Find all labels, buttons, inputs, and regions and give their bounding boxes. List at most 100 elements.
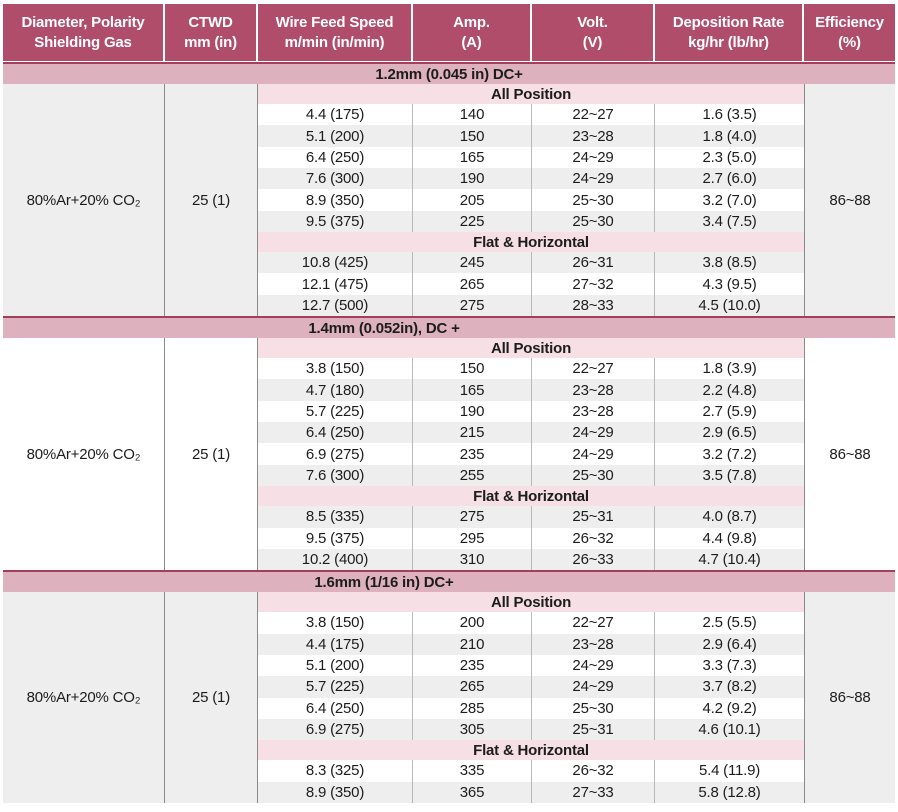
voltage-cell: 26~32: [532, 760, 655, 782]
wire-feed-speed-cell: 5.7 (225): [258, 676, 413, 698]
wire-diameter-section: 1.2mm (0.045 in) DC+ 80%Ar+20% CO₂ 25 (1) 8…: [3, 62, 895, 317]
efficiency-cell: 86~88: [804, 84, 895, 317]
deposition-rate-cell: 2.2 (4.8): [655, 379, 804, 401]
voltage-cell: 23~28: [532, 633, 655, 655]
voltage-cell: 25~30: [532, 210, 655, 233]
wire-feed-speed-cell: 12.1 (475): [258, 273, 413, 295]
deposition-rate-cell: 3.4 (7.5): [655, 210, 804, 233]
deposition-rate-cell: 3.8 (8.5): [655, 252, 804, 274]
deposition-rate-cell: 2.9 (6.5): [655, 422, 804, 444]
section-title-band: 1.2mm (0.045 in) DC+: [3, 64, 895, 84]
ctwd-cell: 25 (1): [165, 592, 258, 803]
voltage-cell: 22~27: [532, 104, 655, 126]
wire-feed-speed-cell: 10.2 (400): [258, 548, 413, 571]
deposition-rate-cell: 2.9 (6.4): [655, 633, 804, 655]
deposition-rate-cell: 3.3 (7.3): [655, 654, 804, 677]
shielding-gas-cell: 80%Ar+20% CO₂: [3, 84, 165, 317]
amperage-cell: 140: [413, 104, 532, 126]
voltage-cell: 24~29: [532, 422, 655, 444]
voltage-cell: 24~29: [532, 146, 655, 169]
amperage-cell: 190: [413, 168, 532, 190]
amperage-cell: 235: [413, 443, 532, 465]
amperage-cell: 200: [413, 612, 532, 634]
wire-feed-speed-cell: 6.4 (250): [258, 146, 413, 169]
wire-feed-speed-cell: 8.5 (335): [258, 506, 413, 528]
voltage-cell: 23~28: [532, 125, 655, 147]
voltage-cell: 23~28: [532, 379, 655, 401]
welding-parameters-table: Diameter, Polarity Shielding Gas CTWD mm…: [3, 4, 895, 803]
header-line: Deposition Rate: [672, 14, 785, 31]
position-band: All Position: [258, 84, 804, 104]
section-title: 1.2mm (0.045 in) DC+: [375, 65, 523, 83]
header-voltage: Volt. (V): [532, 4, 655, 61]
amperage-cell: 150: [413, 125, 532, 147]
amperage-cell: 275: [413, 506, 532, 528]
wire-feed-speed-cell: 3.8 (150): [258, 358, 413, 380]
amperage-cell: 245: [413, 252, 532, 274]
efficiency-cell: 86~88: [804, 338, 895, 571]
header-line: Diameter, Polarity: [21, 14, 145, 31]
wire-diameter-section: 1.4mm (0.052in), DC + 80%Ar+20% CO₂ 25 (1)…: [3, 316, 895, 571]
voltage-cell: 26~32: [532, 527, 655, 549]
section-title: 1.4mm (0.052in), DC +: [308, 319, 460, 337]
deposition-rate-cell: 1.6 (3.5): [655, 104, 804, 126]
section-title-band: 1.4mm (0.052in), DC +: [3, 318, 895, 339]
ctwd-cell: 25 (1): [165, 84, 258, 317]
voltage-cell: 25~30: [532, 189, 655, 211]
efficiency-cell: 86~88: [804, 592, 895, 803]
deposition-rate-cell: 4.4 (9.8): [655, 527, 804, 549]
wire-feed-speed-cell: 5.1 (200): [258, 125, 413, 147]
amperage-cell: 335: [413, 760, 532, 782]
deposition-rate-cell: 2.7 (5.9): [655, 400, 804, 423]
voltage-cell: 26~31: [532, 252, 655, 274]
amperage-cell: 165: [413, 146, 532, 169]
header-line: (V): [582, 33, 603, 51]
deposition-rate-cell: 1.8 (3.9): [655, 358, 804, 380]
wire-feed-speed-cell: 4.4 (175): [258, 104, 413, 126]
section-title: 1.6mm (1/16 in) DC+: [314, 573, 454, 591]
amperage-cell: 190: [413, 400, 532, 423]
wire-feed-speed-cell: 9.5 (375): [258, 210, 413, 233]
header-line: (%): [838, 33, 861, 51]
position-band: All Position: [258, 592, 804, 613]
amperage-cell: 235: [413, 654, 532, 677]
voltage-cell: 27~33: [532, 781, 655, 803]
deposition-rate-cell: 3.7 (8.2): [655, 676, 804, 698]
position-band: Flat & Horizontal: [258, 486, 804, 507]
deposition-rate-cell: 5.4 (11.9): [655, 760, 804, 782]
voltage-cell: 28~33: [532, 294, 655, 317]
wire-feed-speed-cell: 5.7 (225): [258, 400, 413, 423]
header-deposition-rate: Deposition Rate kg/hr (lb/hr): [655, 4, 804, 61]
position-band: Flat & Horizontal: [258, 740, 804, 761]
header-line: mm (in): [184, 33, 237, 51]
deposition-rate-cell: 2.3 (5.0): [655, 146, 804, 169]
header-line: m/min (in/min): [284, 33, 385, 51]
wire-feed-speed-cell: 8.3 (325): [258, 760, 413, 782]
wire-feed-speed-cell: 12.7 (500): [258, 294, 413, 317]
wire-feed-speed-cell: 10.8 (425): [258, 252, 413, 274]
deposition-rate-cell: 3.2 (7.0): [655, 189, 804, 211]
wire-feed-speed-cell: 3.8 (150): [258, 612, 413, 634]
wire-feed-speed-cell: 9.5 (375): [258, 527, 413, 549]
header-wire-feed-speed: Wire Feed Speed m/min (in/min): [258, 4, 413, 61]
header-line: Amp.: [453, 14, 490, 31]
header-line: Efficiency: [815, 14, 884, 31]
deposition-rate-cell: 2.5 (5.5): [655, 612, 804, 634]
header-line: Wire Feed Speed: [275, 14, 394, 31]
voltage-cell: 22~27: [532, 612, 655, 634]
position-band: Flat & Horizontal: [258, 232, 804, 253]
deposition-rate-cell: 4.3 (9.5): [655, 273, 804, 295]
wire-feed-speed-cell: 8.9 (350): [258, 189, 413, 211]
amperage-cell: 285: [413, 697, 532, 719]
header-line: kg/hr (lb/hr): [688, 33, 769, 51]
voltage-cell: 25~31: [532, 718, 655, 741]
deposition-rate-cell: 4.2 (9.2): [655, 697, 804, 719]
wire-feed-speed-cell: 8.9 (350): [258, 781, 413, 803]
wire-feed-speed-cell: 4.7 (180): [258, 379, 413, 401]
amperage-cell: 265: [413, 273, 532, 295]
amperage-cell: 310: [413, 548, 532, 571]
voltage-cell: 26~33: [532, 548, 655, 571]
deposition-rate-cell: 5.8 (12.8): [655, 781, 804, 803]
header-line: CTWD: [188, 14, 233, 31]
voltage-cell: 24~29: [532, 443, 655, 465]
